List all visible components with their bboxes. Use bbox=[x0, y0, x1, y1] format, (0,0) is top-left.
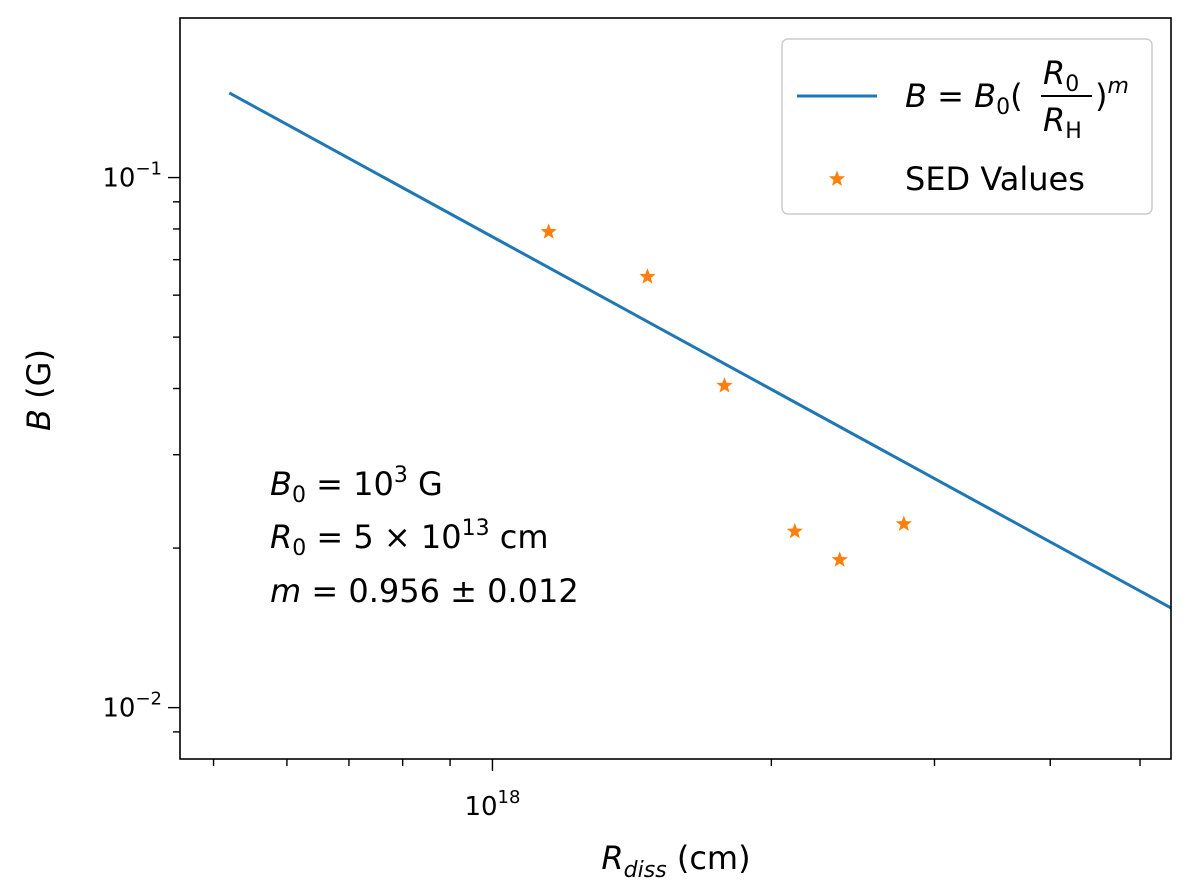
sed-value-point bbox=[895, 515, 912, 531]
x-axis-label: Rdiss (cm) bbox=[601, 839, 750, 883]
y-axis-label: B (G) bbox=[20, 349, 58, 431]
fit-line bbox=[228, 91, 1171, 610]
legend-box bbox=[781, 38, 1153, 215]
y-tick-label: 10−1 bbox=[102, 159, 162, 194]
y-tick-label: 10−2 bbox=[102, 689, 162, 724]
legend: B = B0( R0 RH )m SED Values bbox=[781, 38, 1153, 215]
annotation-r0: R0 = 5 × 1013 cm bbox=[270, 516, 549, 561]
sed-value-point bbox=[540, 223, 557, 239]
annotation-b0: B0 = 103 G bbox=[270, 463, 443, 508]
sed-value-point bbox=[831, 551, 848, 567]
x-tick-label: 1018 bbox=[464, 787, 520, 822]
annotation-m: m = 0.956 ± 0.012 bbox=[270, 572, 579, 610]
legend-fraction-numerator: R0 bbox=[1043, 54, 1079, 97]
legend-star-marker bbox=[828, 170, 846, 186]
sed-value-point bbox=[786, 522, 803, 539]
legend-fraction-denominator: RH bbox=[1043, 101, 1082, 144]
legend-marker-label: SED Values bbox=[905, 160, 1085, 198]
sed-value-point bbox=[639, 268, 656, 284]
fit-parameters-annotation: B0 = 103 G R0 = 5 × 1013 cm m = 0.956 ± … bbox=[270, 463, 579, 610]
legend-line-label: B = B0( bbox=[905, 77, 1023, 120]
sed-value-point bbox=[716, 377, 733, 393]
